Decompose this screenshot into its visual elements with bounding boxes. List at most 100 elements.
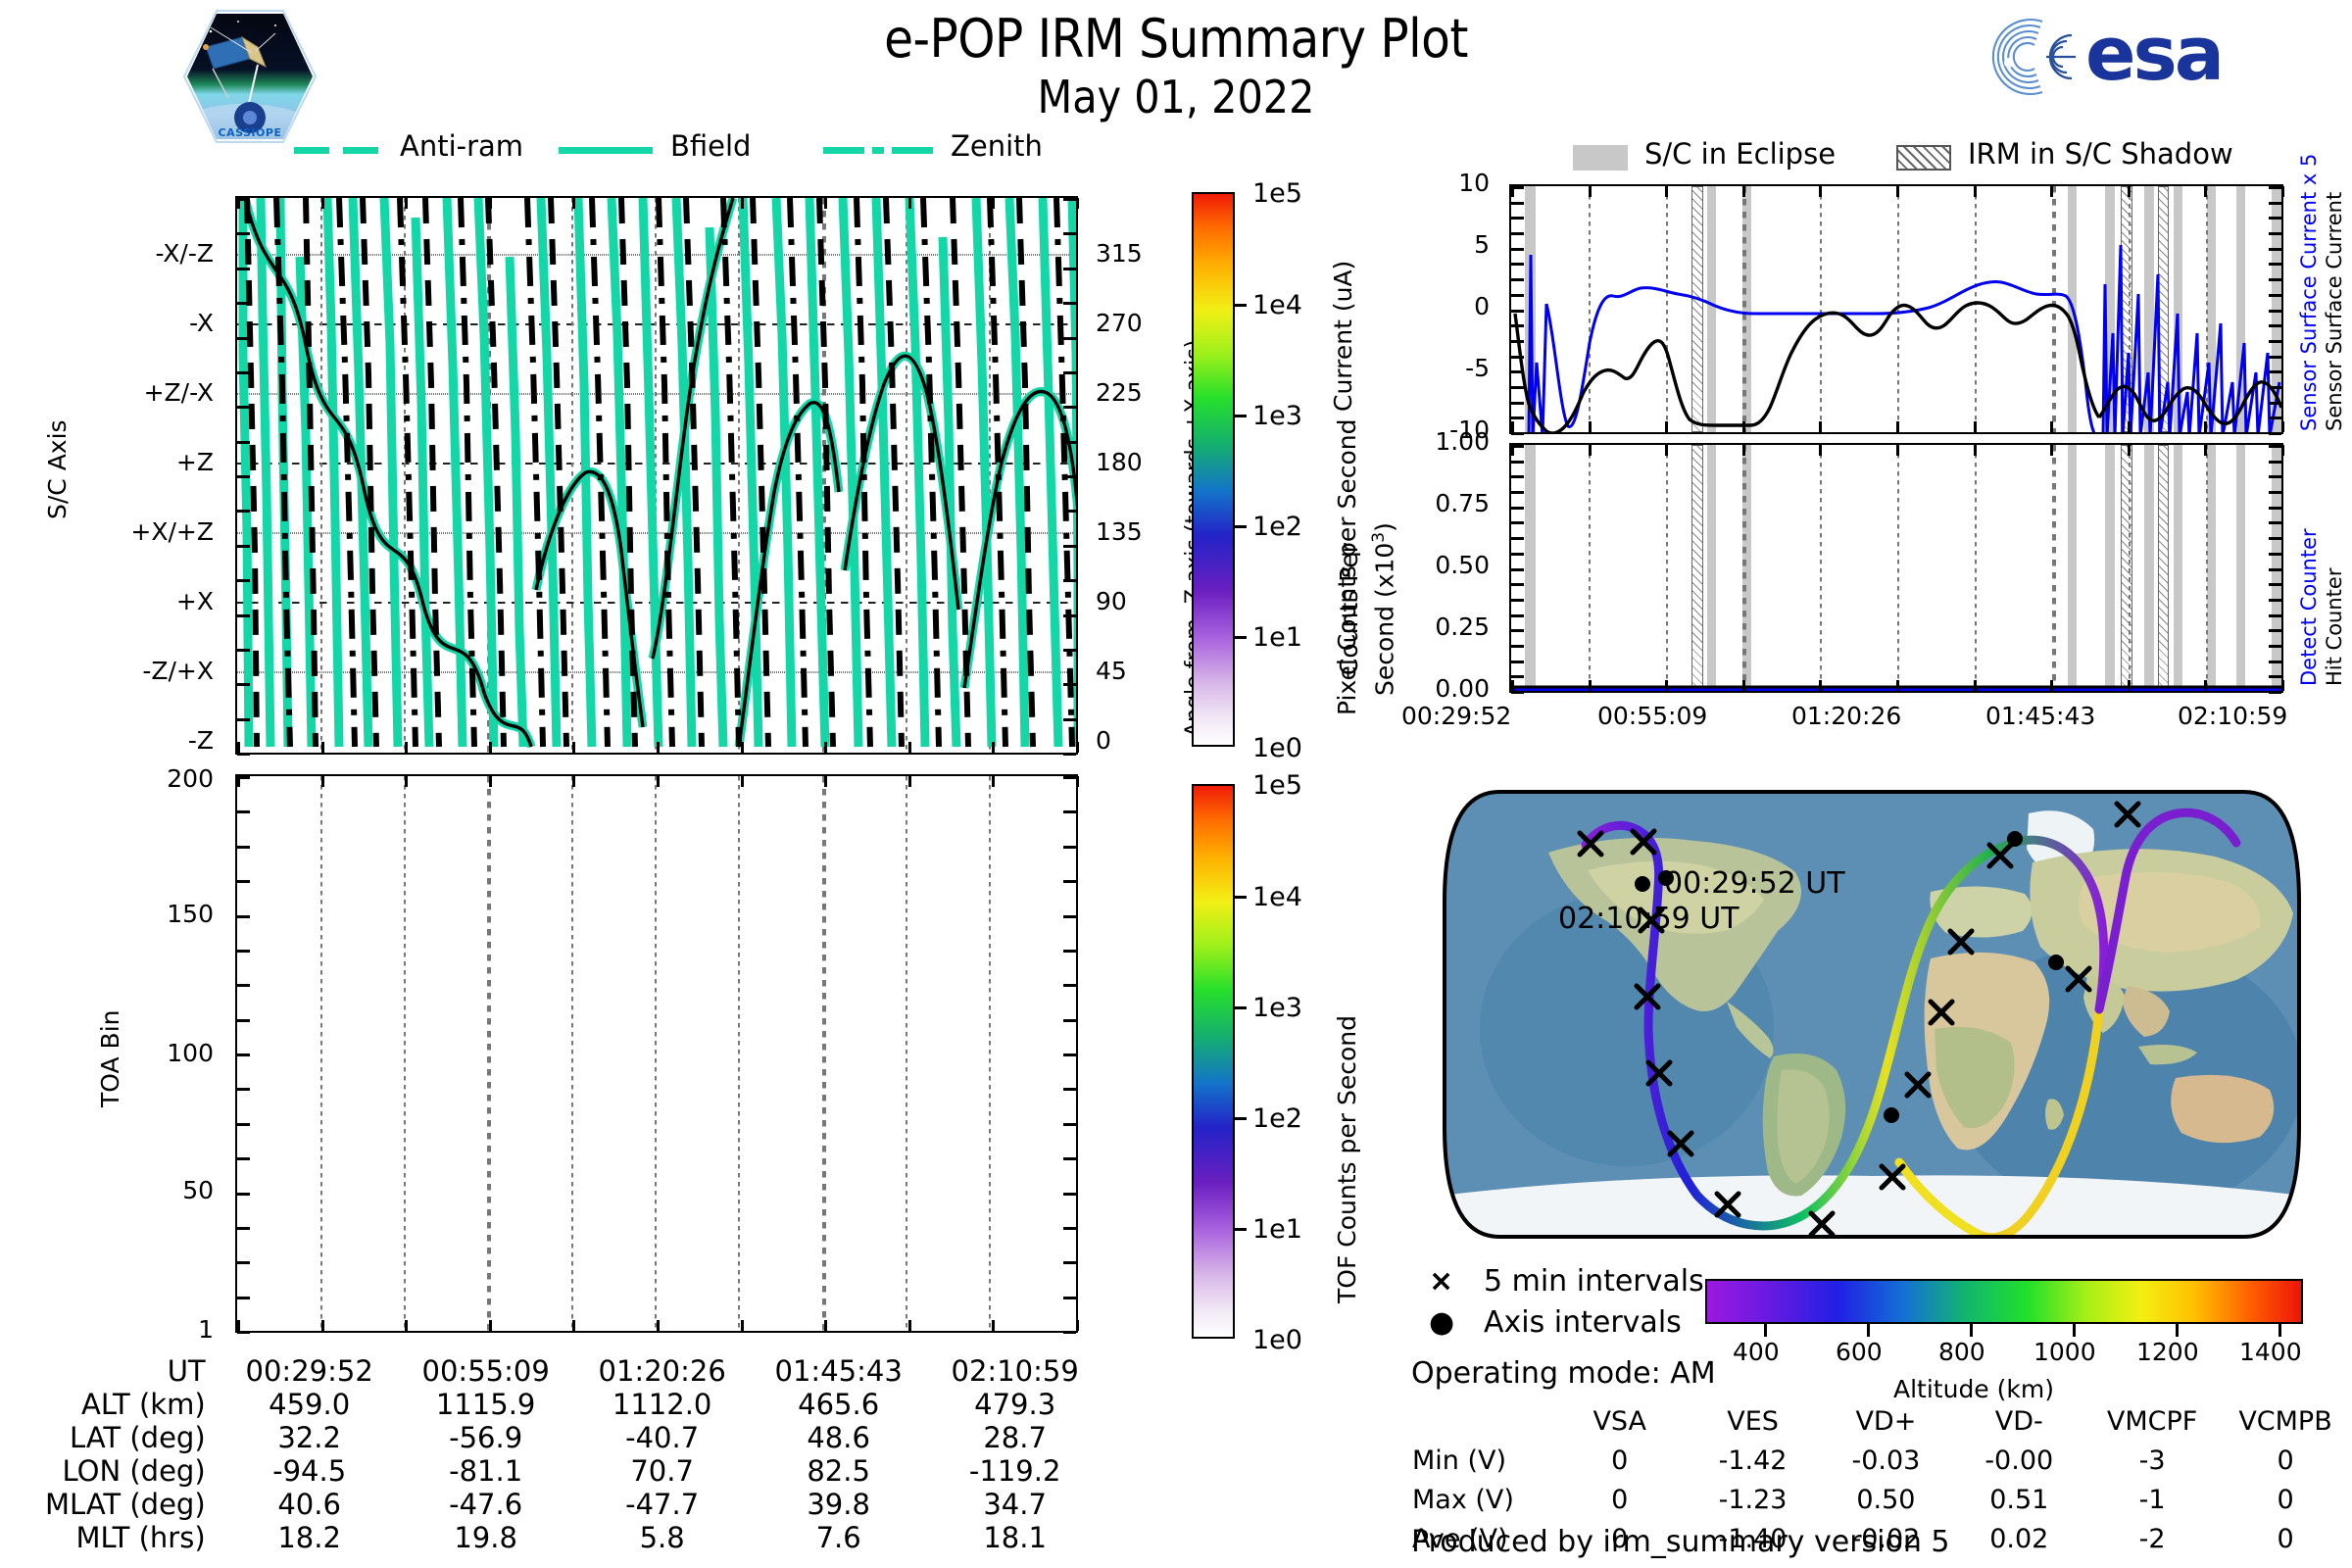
eclipse-band: [2068, 445, 2077, 691]
ytick-mx-mz: -X/-Z: [155, 239, 214, 268]
axis-tick: [1589, 421, 1592, 432]
cur-ytick-10: 10: [1458, 169, 1490, 197]
axis-tick: [237, 406, 250, 409]
axis-tick: [1511, 202, 1524, 205]
axis-tick: [2269, 475, 2281, 478]
axis-tick: [405, 776, 408, 787]
axis-tick: [1063, 1157, 1076, 1160]
cassiope-badge-text: CASSIOPE: [219, 126, 282, 139]
map-legend: × 5 min intervals ● Axis intervals Opera…: [1411, 1264, 1823, 1391]
axis-tick: [2269, 340, 2281, 343]
tof-cblab-1e3: 1e3: [1252, 993, 1302, 1023]
axis-tick: [1511, 232, 1524, 235]
axis-tick: [1063, 753, 1076, 756]
cnt-ytick-050: 0.50: [1435, 551, 1490, 579]
counts-traces: [1511, 685, 2281, 691]
ephemeris-cell: 18.1: [983, 1521, 1047, 1554]
table-row: UT 00:29:52 00:55:09 01:20:26 01:45:43 02:10:…: [45, 1354, 1103, 1388]
axis-tick: [1063, 337, 1076, 340]
xtick-0: 00:29:52: [1401, 702, 1512, 730]
counts-right-label-black: Hit Counter: [2323, 567, 2346, 686]
ytick-mz-px: -Z/+X: [142, 657, 214, 685]
voltage-cell: 0: [2277, 1484, 2294, 1515]
cblab-1e5: 1e5: [1252, 178, 1302, 209]
axis-tick: [2269, 202, 2281, 205]
axis-tick: [1511, 680, 1514, 691]
current-right-label-black: Sensor Surface Current: [2323, 191, 2346, 431]
shade-legend: S/C in Eclipse IRM in S/C Shadow: [1529, 137, 2313, 176]
altitude-colorbar-ticks: 400 600 800 1000 1200 1400 Altitude (km): [1705, 1279, 2332, 1403]
legend-label-axis-intervals: Axis intervals: [1484, 1305, 1682, 1340]
axis-tick: [237, 649, 250, 652]
eclipse-band: [1707, 445, 1716, 691]
legend-label-bfield: Bfield: [670, 129, 752, 163]
ephemeris-cell: 34.7: [983, 1488, 1047, 1521]
ephemeris-cell: 01:45:43: [774, 1354, 903, 1388]
axis-tick: [1511, 278, 1524, 281]
tof-cblab-1e1: 1e1: [1252, 1214, 1302, 1245]
axis-tick: [1063, 371, 1076, 374]
toa-vgrid-3: [487, 776, 491, 1331]
axis-tick: [237, 371, 250, 374]
axis-tick: [237, 1227, 250, 1230]
axis-tick: [1511, 445, 1514, 456]
map-label-start-time: 00:29:52 UT: [1664, 866, 1845, 901]
axis-tick: [2269, 278, 2281, 281]
axis-tick: [237, 337, 250, 340]
axis-tick: [2269, 599, 2281, 602]
axis-tick: [2269, 416, 2281, 419]
legend-line-zenith-b: [872, 147, 884, 154]
ytick-px: +X: [175, 587, 214, 615]
xtick-3: 01:45:43: [1985, 702, 2096, 730]
ephemeris-cell: -47.7: [625, 1488, 700, 1521]
ephemeris-row-label-1: ALT (km): [81, 1388, 206, 1421]
axis-tick: [1665, 421, 1668, 432]
legend-swatch-irm-shadow: [1896, 145, 1951, 171]
operating-mode-label: Operating mode: AM: [1411, 1356, 1716, 1391]
current-left-ticks: 10 5 0 -5 -10: [1352, 169, 1501, 444]
current-plot: [1509, 184, 2284, 435]
axis-tick: [2281, 421, 2284, 432]
esa-logo: esa: [1970, 10, 2313, 102]
ephemeris-cell: -119.2: [968, 1454, 1061, 1488]
ytick-mz: -Z: [187, 726, 214, 755]
axis-tick: [2269, 294, 2281, 297]
ephemeris-cell: -56.9: [449, 1421, 523, 1454]
axis-tick: [321, 742, 324, 753]
axis-tick: [992, 742, 995, 753]
axis-tick: [489, 198, 492, 209]
axis-tick: [741, 776, 744, 787]
axis-tick: [237, 1320, 240, 1331]
legend-line-zenith-a: [823, 147, 864, 154]
axis-tick: [2269, 583, 2281, 586]
legend-line-anti-ram-a: [294, 147, 329, 154]
ytick-pz-mx: +Z/-X: [143, 378, 214, 407]
ephemeris-cell: 459.0: [269, 1388, 351, 1421]
axis-tick: [1819, 445, 1822, 456]
eclipse-band: [1707, 186, 1716, 432]
axis-tick: [2269, 537, 2281, 540]
axis-tick: [489, 776, 492, 787]
axis-tick: [1974, 445, 1977, 456]
axis-tick: [237, 915, 250, 918]
axis-tick: [1063, 475, 1076, 478]
axis-tick: [237, 1019, 250, 1022]
table-row: ALT (km) 459.0 1115.9 1112.0 465.6 479.3: [45, 1388, 1103, 1421]
axis-tick: [405, 198, 408, 209]
sc-axis-left-ticks: -X/-Z -X +Z/-X +Z +X/+Z +X -Z/+X -Z: [0, 196, 227, 755]
legend-line-anti-ram-b: [343, 147, 378, 154]
tof-cblab-1e4: 1e4: [1252, 882, 1302, 912]
map-label-end-time: 02:10:59 UT: [1558, 902, 1740, 936]
alt-tick-800: 800: [1938, 1338, 1985, 1366]
ytick-deg-315: 315: [1096, 239, 1143, 268]
axis-tick: [1742, 421, 1745, 432]
axis-tick: [1063, 649, 1076, 652]
axis-tick: [1511, 629, 1524, 632]
axis-tick: [2269, 614, 2281, 617]
axis-tick: [1511, 186, 1514, 197]
ephemeris-table: UT 00:29:52 00:55:09 01:20:26 01:45:43 02:10:…: [45, 1354, 1103, 1554]
current-right-label-blue: Sensor Surface Current x 5: [2297, 153, 2321, 431]
axis-tick: [1511, 263, 1524, 266]
counts-left-ticks: 1.00 0.75 0.50 0.25 0.00: [1333, 427, 1501, 703]
ytick-deg-180: 180: [1096, 448, 1143, 476]
